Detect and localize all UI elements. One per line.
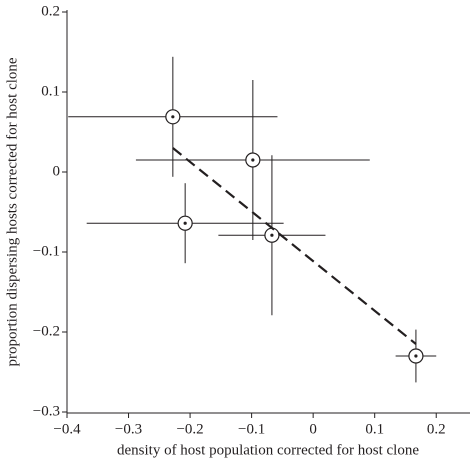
point-center bbox=[251, 158, 255, 162]
point-center bbox=[414, 354, 418, 358]
fit-line bbox=[172, 147, 417, 345]
y-tick-label: 0.2 bbox=[41, 3, 60, 19]
y-tick-label: −0.3 bbox=[33, 403, 60, 419]
point-center bbox=[171, 115, 175, 119]
x-tick-label: −0.2 bbox=[176, 421, 203, 437]
y-tick-label: 0 bbox=[53, 163, 61, 179]
point-center bbox=[183, 221, 187, 225]
x-tick-label: 0.1 bbox=[365, 421, 384, 437]
x-tick-label: 0 bbox=[309, 421, 317, 437]
x-tick-label: −0.4 bbox=[53, 421, 81, 437]
x-tick-label: −0.1 bbox=[238, 421, 265, 437]
y-tick-label: −0.1 bbox=[33, 243, 60, 259]
y-tick-label: 0.1 bbox=[41, 83, 60, 99]
y-tick-label: −0.2 bbox=[33, 323, 60, 339]
point-center bbox=[270, 233, 274, 237]
x-tick-label: 0.2 bbox=[427, 421, 446, 437]
x-tick-label: −0.3 bbox=[115, 421, 142, 437]
y-axis-label: proportion dispersing hosts corrected fo… bbox=[4, 57, 20, 366]
x-axis-label: density of host population corrected for… bbox=[117, 442, 419, 458]
